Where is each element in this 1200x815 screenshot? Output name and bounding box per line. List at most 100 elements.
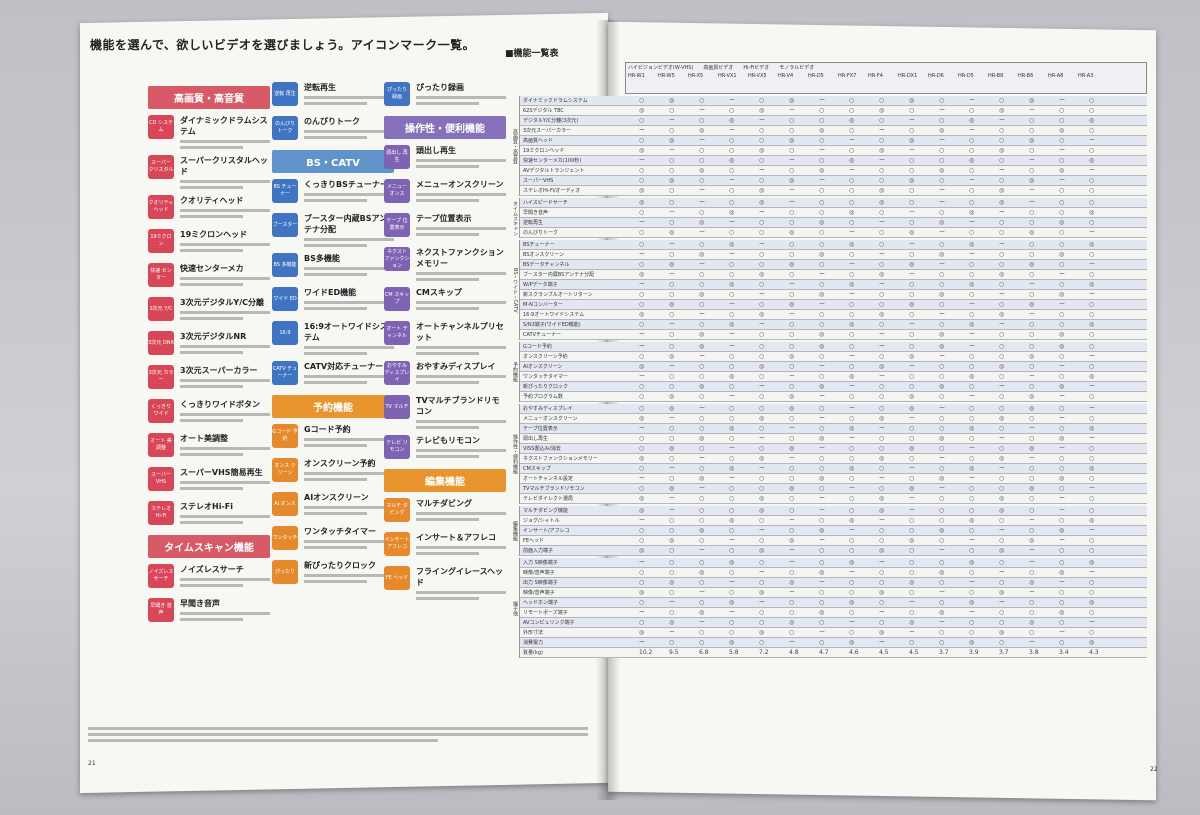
table-cell: ○ bbox=[1029, 219, 1035, 226]
table-cell: ○ bbox=[849, 445, 855, 452]
table-cell: ○ bbox=[1029, 117, 1035, 124]
table-cell: ○ bbox=[819, 405, 825, 412]
table-row: CMスキップ ○ ー ○ ◎ ー ○ ○ ◎ ○ ー ○ ◎ ー ○ ○ ◎ bbox=[519, 464, 1147, 474]
model-header: HR-F4 bbox=[868, 73, 883, 79]
weight-cell: 3.7 bbox=[939, 649, 949, 656]
table-cell: ◎ bbox=[939, 343, 945, 350]
feature-icon: 頭出し 再生 bbox=[384, 145, 410, 169]
table-cell: ○ bbox=[729, 363, 735, 370]
feature-icon: オート 美調整 bbox=[148, 433, 174, 457]
table-cell: ー bbox=[1029, 589, 1036, 596]
feature-title: CMスキップ bbox=[416, 288, 462, 297]
table-cell: ○ bbox=[969, 229, 975, 236]
feature-table: HR-W1 HR-W5 HR-X5 HR-VX1 HR-VX5 HR-V4 HR-D5 HR-… bbox=[505, 62, 1155, 742]
feature-title: テレビもリモコン bbox=[416, 436, 480, 445]
table-cell: ー bbox=[849, 291, 856, 298]
table-cell: ○ bbox=[939, 425, 945, 432]
table-cell: ◎ bbox=[789, 405, 795, 412]
table-cell: ー bbox=[1089, 435, 1096, 442]
table-cell: ○ bbox=[1059, 405, 1065, 412]
table-cell: ○ bbox=[999, 251, 1005, 258]
table-cell: ◎ bbox=[789, 445, 795, 452]
table-cell: ー bbox=[789, 559, 796, 566]
table-cell: ○ bbox=[789, 415, 795, 422]
weight-cell: 4.7 bbox=[819, 649, 829, 656]
table-cell: ー bbox=[1029, 373, 1036, 380]
table-cell: ー bbox=[759, 209, 766, 216]
table-cell: ○ bbox=[639, 537, 645, 544]
table-cell: ○ bbox=[969, 507, 975, 514]
table-row: ヘッドホン端子 ○ ー ○ ◎ ー ○ ○ ◎ ○ ー ○ ◎ ー ○ ○ ◎ bbox=[519, 598, 1147, 608]
feature-icon: オンス クリーン bbox=[272, 458, 298, 482]
table-cell: ◎ bbox=[939, 167, 945, 174]
table-cell: ○ bbox=[969, 527, 975, 534]
table-cell: ー bbox=[729, 219, 736, 226]
feature-item: ぴったり 新ぴったりクロック bbox=[272, 560, 394, 588]
table-cell: ○ bbox=[789, 343, 795, 350]
table-cell: ー bbox=[639, 343, 646, 350]
table-cell: ○ bbox=[879, 435, 885, 442]
table-cell: ○ bbox=[1089, 219, 1095, 226]
table-cell: ○ bbox=[909, 311, 915, 318]
table-cell: ○ bbox=[729, 485, 735, 492]
table-cell: ー bbox=[699, 229, 706, 236]
table-cell: ○ bbox=[789, 331, 795, 338]
feature-title: ステレオHi-Fi bbox=[180, 502, 233, 511]
table-cell: ○ bbox=[699, 373, 705, 380]
feature-icon: ノイズレス サーチ bbox=[148, 564, 174, 588]
table-cell: ー bbox=[729, 343, 736, 350]
table-cell: ○ bbox=[1029, 363, 1035, 370]
feature-item: 19ミクロン 19ミクロンヘッド bbox=[148, 229, 270, 257]
feature-item: TV マルチ TVマルチブランドリモコン bbox=[384, 395, 506, 429]
feature-title: おやすみディスプレイ bbox=[416, 362, 496, 371]
table-cell: ◎ bbox=[909, 97, 915, 104]
table-cell: ー bbox=[669, 507, 676, 514]
table-cell: ◎ bbox=[819, 609, 825, 616]
feature-icon: ワンタッチ bbox=[272, 526, 298, 550]
table-cell: ○ bbox=[789, 475, 795, 482]
table-cell: ー bbox=[879, 373, 886, 380]
table-cell: ◎ bbox=[1059, 331, 1065, 338]
table-cell: ○ bbox=[729, 455, 735, 462]
table-cell: ○ bbox=[849, 177, 855, 184]
table-cell: ○ bbox=[999, 405, 1005, 412]
table-cell: ◎ bbox=[789, 301, 795, 308]
table-cell: ー bbox=[969, 127, 976, 134]
table-cell: ○ bbox=[759, 639, 765, 646]
feature-item: ぴったり 録画 ぴったり録画 bbox=[384, 82, 506, 110]
table-cell: ◎ bbox=[759, 187, 765, 194]
table-cell: ◎ bbox=[729, 639, 735, 646]
table-cell: ○ bbox=[789, 527, 795, 534]
feature-item: のんびり トーク のんびりトーク bbox=[272, 116, 394, 144]
table-cell: ー bbox=[819, 177, 826, 184]
row-label: ジョグ/シャトル bbox=[523, 518, 560, 524]
row-label: VISS書込み/消去 bbox=[523, 446, 561, 452]
row-label: オートチャンネル設定 bbox=[523, 476, 573, 482]
table-cell: ◎ bbox=[849, 117, 855, 124]
table-cell: ◎ bbox=[669, 353, 675, 360]
table-cell: ー bbox=[879, 219, 886, 226]
feature-title: 16:9オートワイドシステム bbox=[304, 322, 388, 342]
model-header: HR-A8 bbox=[1048, 73, 1064, 79]
table-cell: ○ bbox=[999, 559, 1005, 566]
table-cell: ◎ bbox=[759, 363, 765, 370]
table-row: 外形寸法 ◎ ー ○ ○ ◎ ○ ー ○ ◎ ー ○ ○ ◎ ○ ー ○ bbox=[519, 628, 1147, 638]
table-cell: ○ bbox=[1059, 117, 1065, 124]
table-cell: ◎ bbox=[699, 569, 705, 576]
table-cell: ◎ bbox=[819, 291, 825, 298]
feature-title: マルチダビング bbox=[416, 499, 472, 508]
feature-title: 19ミクロンヘッド bbox=[180, 230, 248, 239]
table-cell: ー bbox=[1029, 517, 1036, 524]
row-label: AVデジタルトランジェント bbox=[523, 168, 585, 174]
table-cell: ○ bbox=[789, 507, 795, 514]
table-cell: ○ bbox=[879, 465, 885, 472]
table-row: 快速センターメカ(100秒) ー ○ ○ ◎ ○ ー ○ ◎ ー ○ ○ ◎ ○ ー ○ ◎ bbox=[519, 156, 1147, 166]
row-label: 逆転再生 bbox=[523, 220, 544, 226]
table-cell: ー bbox=[819, 97, 826, 104]
table-cell: ○ bbox=[909, 455, 915, 462]
table-cell: ー bbox=[969, 331, 976, 338]
feature-title: 逆転再生 bbox=[304, 83, 336, 92]
table-cell: ー bbox=[999, 435, 1006, 442]
table-cell: ◎ bbox=[849, 281, 855, 288]
table-cell: ー bbox=[969, 97, 976, 104]
